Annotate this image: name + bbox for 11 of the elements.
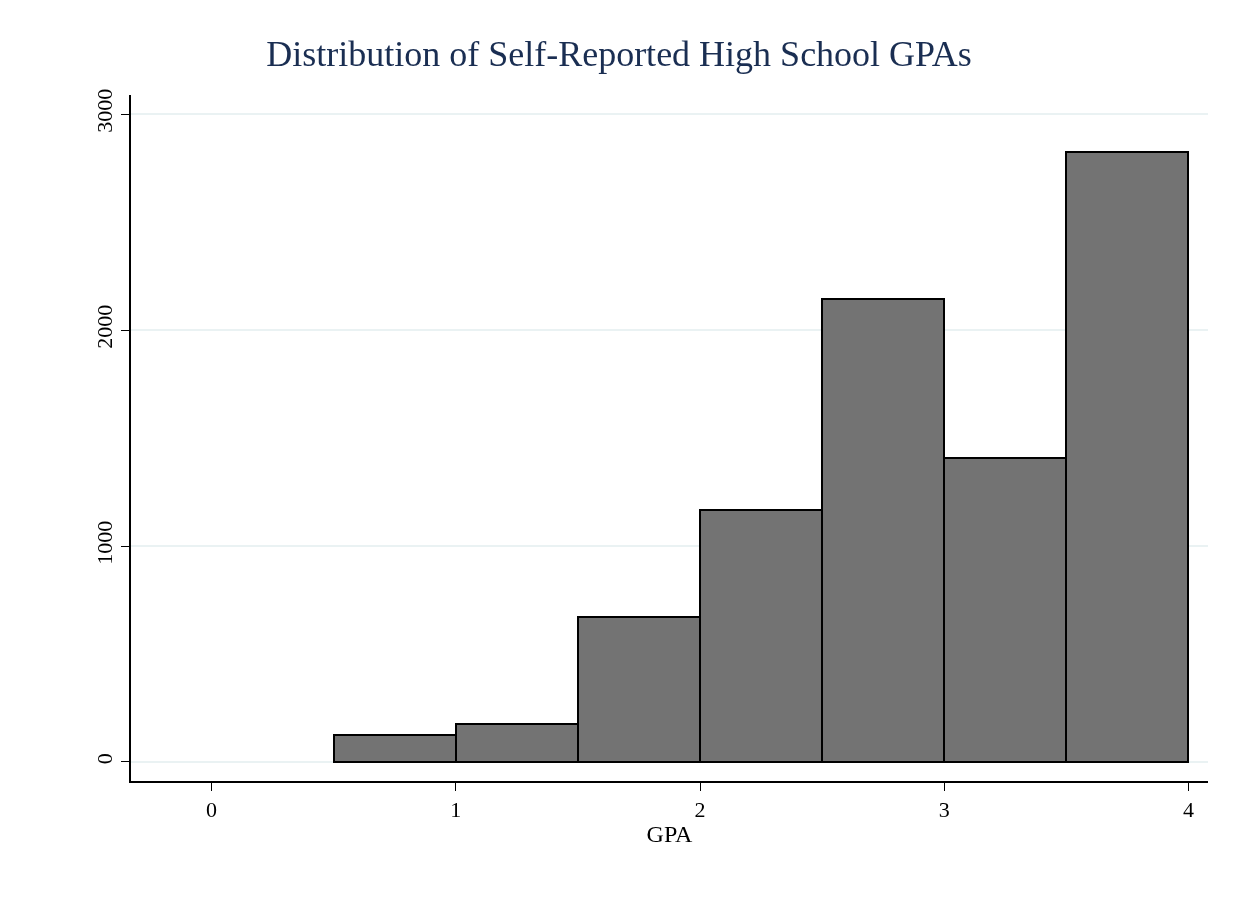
y-tick-label: 2000 (92, 304, 118, 349)
x-tick-label: 0 (206, 797, 218, 823)
x-tick-label: 1 (450, 797, 462, 823)
y-tick-label: 3000 (92, 88, 118, 133)
y-tick-label: 0 (92, 753, 118, 765)
x-tick-label: 2 (694, 797, 706, 823)
y-tick-label: 1000 (92, 520, 118, 565)
chart-title: Distribution of Self-Reported High School GPAs (266, 33, 972, 74)
x-tick-label: 4 (1182, 797, 1194, 823)
x-axis-title: GPA (646, 820, 694, 847)
x-tick-label: 3 (938, 797, 950, 823)
